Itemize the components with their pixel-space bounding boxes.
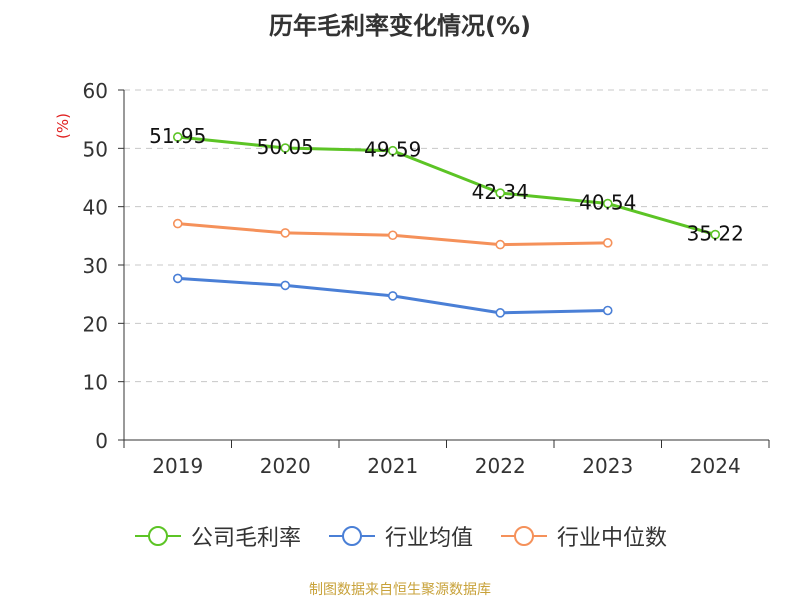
- series-lines: [172, 132, 721, 318]
- y-axis-label: (%): [54, 113, 72, 139]
- data-point: [387, 145, 398, 156]
- y-tick-label: 10: [83, 371, 108, 395]
- data-label: 50.05: [257, 135, 314, 159]
- legend-swatch-icon: [134, 526, 181, 546]
- data-label: 51.95: [149, 124, 206, 148]
- y-tick-label: 20: [83, 312, 108, 336]
- data-point: [387, 291, 398, 301]
- y-tick-label: 0: [95, 429, 108, 453]
- y-tick-label: 30: [83, 254, 108, 278]
- x-tick-label: 2020: [260, 454, 311, 478]
- grid-lines: [124, 89, 769, 383]
- data-point: [710, 229, 721, 240]
- legend-item[interactable]: 行业中位数: [499, 520, 667, 552]
- y-tick-label: 50: [83, 137, 108, 161]
- legend-item[interactable]: 行业均值: [327, 520, 473, 552]
- series-line: [177, 135, 716, 236]
- legend-swatch-marker: [147, 526, 168, 546]
- data-point: [602, 305, 613, 316]
- legend-swatch-marker: [514, 526, 534, 546]
- data-point: [280, 280, 291, 291]
- data-labels: 51.95 50.05 49.59 42.34 40.54 35.22: [149, 124, 744, 246]
- data-point: [602, 238, 613, 248]
- data-point: [172, 273, 183, 284]
- y-tick-label: 60: [83, 79, 108, 103]
- data-point: [495, 188, 506, 198]
- y-tick-label: 40: [83, 196, 108, 220]
- x-tick-label: 2022: [475, 454, 526, 478]
- legend-swatch-icon: [501, 526, 547, 546]
- data-point: [495, 308, 506, 318]
- data-label: 49.59: [364, 138, 421, 162]
- legend-label: 行业中位数: [557, 526, 668, 551]
- data-point: [280, 228, 291, 238]
- legend-label: 行业均值: [384, 526, 473, 551]
- x-tick-label: 2021: [367, 454, 418, 478]
- x-tick-label: 2019: [152, 454, 203, 478]
- data-point: [280, 143, 291, 153]
- chart-title: 历年毛利率变化情况(%): [269, 12, 531, 40]
- data-label: 42.34: [472, 180, 529, 204]
- data-point: [387, 230, 398, 241]
- data-label: 40.54: [579, 191, 636, 215]
- data-label: 35.22: [687, 222, 744, 246]
- data-point: [495, 239, 506, 250]
- legend-item[interactable]: 公司毛利率: [133, 520, 301, 552]
- x-tick-label: 2024: [690, 454, 741, 478]
- data-point: [172, 218, 183, 229]
- data-point: [602, 198, 613, 209]
- x-tick-label: 2023: [582, 454, 633, 478]
- data-point: [172, 132, 183, 142]
- legend-swatch-marker: [341, 526, 362, 546]
- legend-label: 公司毛利率: [190, 526, 301, 551]
- source-note: 制图数据来自恒生聚源数据库: [309, 582, 491, 598]
- legend: 公司毛利率 行业均值 行业中位数: [0, 520, 800, 552]
- legend-swatch-icon: [328, 526, 375, 546]
- axes: 0 10 20 30 40 50 60 2019 2020 2021 2022 2023 2024 (%): [54, 79, 770, 478]
